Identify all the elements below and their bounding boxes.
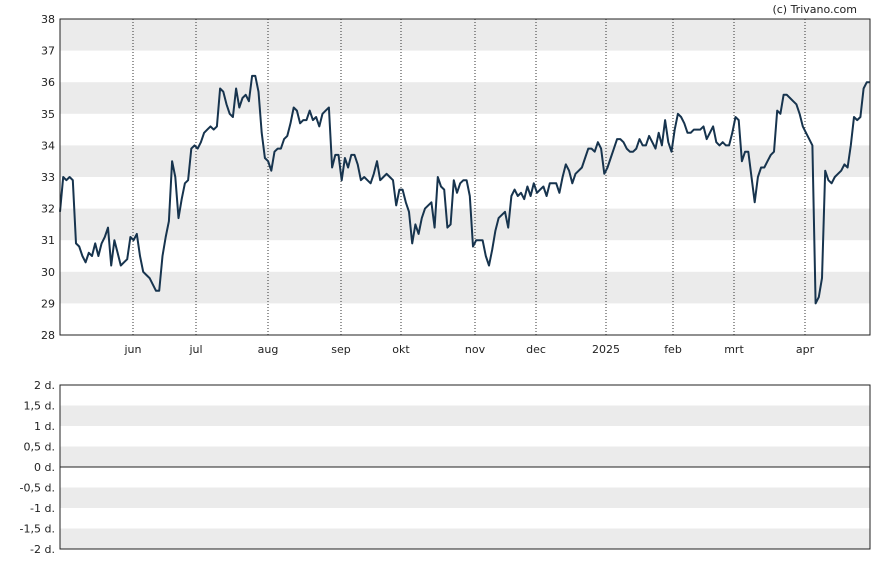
- band-bottom-1: [60, 405, 870, 426]
- y-tick-label: 38: [41, 13, 55, 26]
- y-tick-label: 32: [41, 203, 55, 216]
- x-tick-label-okt: okt: [392, 343, 410, 356]
- band-bottom-3: [60, 446, 870, 467]
- y-tick-label-bottom: -1 d.: [30, 502, 55, 515]
- x-tick-label-mrt: mrt: [724, 343, 744, 356]
- band-35: [60, 82, 870, 114]
- price-series-line: [59, 74, 870, 305]
- band-33: [60, 145, 870, 177]
- x-tick-label-2025: 2025: [592, 343, 620, 356]
- y-tick-label-bottom: 2 d.: [34, 379, 55, 392]
- y-tick-label-bottom: 1 d.: [34, 420, 55, 433]
- bottom-panel-y-axis: 2 d. 1,5 d. 1 d. 0,5 d. 0 d. -0,5 d. -1 d. -1,5…: [20, 379, 55, 556]
- x-tick-label-apr: apr: [796, 343, 815, 356]
- y-tick-label: 36: [41, 76, 55, 89]
- band-bottom-7: [60, 528, 870, 549]
- x-tick-label-nov: nov: [465, 343, 486, 356]
- band-31: [60, 208, 870, 241]
- y-tick-label-bottom: 1,5 d.: [24, 400, 55, 413]
- y-tick-label-bottom: -1,5 d.: [20, 523, 55, 536]
- x-tick-label-sep: sep: [331, 343, 350, 356]
- y-tick-label-bottom: 0 d.: [34, 461, 55, 474]
- y-tick-label: 34: [41, 139, 55, 152]
- band-bottom-5: [60, 487, 870, 508]
- x-axis: jun jul aug sep okt nov dec 2025 feb mrt apr: [124, 343, 815, 356]
- band-29: [60, 271, 870, 304]
- y-tick-label: 28: [41, 329, 55, 342]
- top-panel-bands: [60, 19, 870, 304]
- x-tick-label-jul: jul: [188, 343, 202, 356]
- top-panel-y-axis: 38 37 36 35 34 33 32 31 30 29 28: [41, 13, 55, 342]
- x-tick-label-feb: feb: [664, 343, 682, 356]
- y-tick-label: 29: [41, 297, 55, 310]
- y-tick-label-bottom: 0,5 d.: [24, 441, 55, 454]
- y-tick-label-bottom: -0,5 d.: [20, 482, 55, 495]
- top-panel-frame: [59, 18, 871, 336]
- y-tick-label-bottom: -2 d.: [30, 543, 55, 556]
- y-tick-label: 30: [41, 266, 55, 279]
- y-tick-label: 31: [41, 234, 55, 247]
- bottom-panel-bands: [60, 405, 870, 549]
- x-tick-label-dec: dec: [526, 343, 546, 356]
- band-37: [60, 19, 870, 51]
- y-tick-label: 35: [41, 108, 55, 121]
- y-tick-label: 33: [41, 171, 55, 184]
- bottom-panel-frame: [59, 384, 871, 550]
- x-tick-label-aug: aug: [258, 343, 279, 356]
- y-tick-label: 37: [41, 45, 55, 58]
- credit-label: (c) Trivano.com: [772, 3, 857, 16]
- x-tick-label-jun: jun: [124, 343, 142, 356]
